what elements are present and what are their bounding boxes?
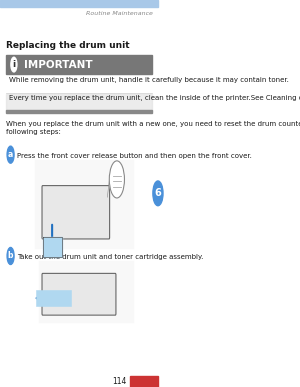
Text: 6: 6 [154, 188, 161, 198]
Bar [35, 160, 134, 249]
Bar [6, 110, 152, 113]
Text: Take out the drum unit and toner cartridge assembly.: Take out the drum unit and toner cartrid… [17, 254, 203, 260]
Circle shape [7, 146, 14, 163]
Text: Press the front cover release button and then open the front cover.: Press the front cover release button and… [17, 153, 252, 159]
Text: When you replace the drum unit with a new one, you need to reset the drum counte: When you replace the drum unit with a ne… [6, 122, 300, 135]
Polygon shape [43, 237, 61, 257]
Bar [6, 55, 152, 74]
Bar [40, 261, 134, 323]
FancyBboxPatch shape [42, 273, 116, 315]
Text: IMPORTANT: IMPORTANT [24, 60, 93, 70]
Text: Routine Maintenance: Routine Maintenance [86, 11, 153, 16]
FancyBboxPatch shape [42, 186, 110, 239]
Bar [130, 376, 158, 387]
Circle shape [7, 247, 14, 264]
Text: While removing the drum unit, handle it carefully because it may contain toner.: While removing the drum unit, handle it … [10, 77, 290, 83]
Text: a: a [8, 150, 13, 159]
Text: i: i [12, 60, 16, 69]
Text: Replacing the drum unit: Replacing the drum unit [6, 41, 130, 50]
Text: b: b [8, 252, 13, 260]
Circle shape [153, 181, 163, 206]
Circle shape [109, 161, 124, 198]
Text: 114: 114 [112, 377, 126, 386]
Bar [0, 0, 158, 7]
Bar [6, 94, 152, 111]
Text: Every time you replace the drum unit, clean the inside of the printer.See Cleani: Every time you replace the drum unit, cl… [10, 95, 300, 101]
Circle shape [11, 57, 17, 72]
Bar [36, 290, 71, 306]
